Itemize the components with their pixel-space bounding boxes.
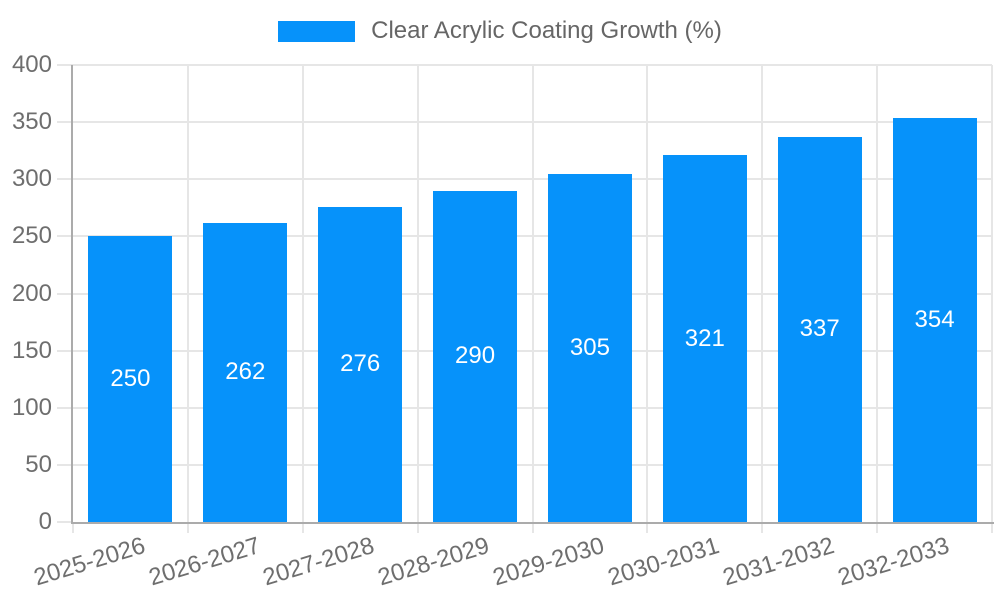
y-axis-tick-label: 300 xyxy=(11,165,52,193)
legend-item[interactable]: Clear Acrylic Coating Growth (%) xyxy=(0,8,1000,54)
bar-value-label: 250 xyxy=(110,365,151,393)
y-axis-tick xyxy=(57,235,73,238)
x-axis-tick-label: 2026-2027 xyxy=(145,532,263,592)
x-gridline xyxy=(646,65,649,522)
x-axis-tick xyxy=(531,522,534,533)
x-axis-tick-label: 2027-2028 xyxy=(260,532,378,592)
x-axis-tick xyxy=(646,522,649,533)
x-axis-tick xyxy=(761,522,764,533)
y-axis-tick-label: 200 xyxy=(11,279,52,307)
bar-2025-2026[interactable] xyxy=(88,236,173,522)
bar-2028-2029[interactable] xyxy=(433,190,518,522)
x-gridline xyxy=(761,65,764,522)
bar-value-label: 321 xyxy=(684,324,725,352)
x-axis-tick xyxy=(876,522,879,533)
x-axis-tick xyxy=(416,522,419,533)
y-axis-tick xyxy=(57,64,73,66)
y-axis-line xyxy=(71,65,73,522)
y-axis-tick-label: 50 xyxy=(25,450,52,478)
bar-value-label: 305 xyxy=(569,333,610,361)
x-gridline xyxy=(416,65,419,522)
x-gridline xyxy=(531,65,534,522)
bar-2031-2032[interactable] xyxy=(777,136,862,522)
bar-value-label: 262 xyxy=(225,358,266,386)
y-axis-tick-label: 250 xyxy=(11,222,52,250)
legend-swatch-icon xyxy=(278,20,356,42)
y-axis-tick-label: 350 xyxy=(11,108,52,136)
bar-value-label: 354 xyxy=(914,305,955,333)
bar-value-label: 276 xyxy=(340,350,381,378)
y-axis-tick xyxy=(57,292,73,295)
bar-value-label: 290 xyxy=(455,342,496,370)
y-axis-tick xyxy=(57,521,73,523)
x-axis-tick-label: 2025-2026 xyxy=(30,532,149,592)
x-axis-tick-label: 2030-2031 xyxy=(604,532,723,592)
bar-2027-2028[interactable] xyxy=(318,206,403,522)
y-axis-tick xyxy=(57,463,73,466)
x-axis-tick-label: 2031-2032 xyxy=(719,532,838,592)
x-gridline xyxy=(876,65,879,522)
bar-2030-2031[interactable] xyxy=(662,155,747,522)
x-gridline xyxy=(301,65,304,522)
y-axis-tick xyxy=(57,178,73,181)
bar-value-label: 337 xyxy=(799,315,840,343)
bar-2032-2033[interactable] xyxy=(892,117,977,522)
bar-2029-2030[interactable] xyxy=(547,173,632,522)
x-axis-tick-label: 2032-2033 xyxy=(834,532,953,592)
x-axis-tick xyxy=(301,522,304,533)
x-axis-tick-label: 2028-2029 xyxy=(375,532,493,592)
x-axis-tick-label: 2029-2030 xyxy=(489,532,608,592)
y-axis-tick-label: 0 xyxy=(38,508,52,535)
x-axis-tick xyxy=(186,522,189,533)
y-axis-tick-label: 150 xyxy=(11,336,52,364)
legend-label: Clear Acrylic Coating Growth (%) xyxy=(371,17,722,44)
bar-2026-2027[interactable] xyxy=(203,222,288,522)
y-axis-tick-label: 400 xyxy=(11,51,52,78)
y-axis-tick xyxy=(57,349,73,352)
x-axis-tick xyxy=(991,522,993,533)
y-axis-tick-label: 100 xyxy=(11,393,52,421)
y-axis-tick xyxy=(57,121,73,124)
y-axis-tick xyxy=(57,406,73,409)
x-axis-line xyxy=(71,522,994,524)
x-gridline xyxy=(991,65,993,522)
x-gridline xyxy=(186,65,189,522)
x-axis-tick xyxy=(72,522,74,533)
